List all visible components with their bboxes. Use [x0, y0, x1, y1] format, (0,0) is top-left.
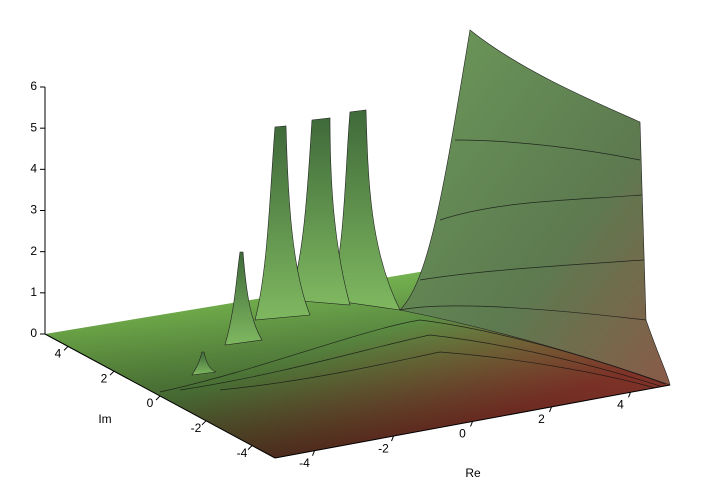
x-tick-label: -4	[299, 456, 310, 470]
y-tick-label: 2	[101, 371, 108, 385]
surface	[45, 29, 671, 458]
z-tick-label: 4	[30, 162, 37, 176]
y-tick	[155, 395, 161, 401]
x-axis-label: Re	[465, 466, 481, 480]
z-tick-label: 1	[30, 285, 37, 299]
x-tick	[312, 450, 315, 456]
z-tick-label: 3	[30, 203, 37, 217]
y-axis-label: Im	[98, 412, 111, 426]
z-tick-label: 2	[30, 244, 37, 258]
y-tick-label: -4	[237, 446, 248, 460]
x-tick	[391, 435, 394, 442]
y-tick-label: 0	[147, 396, 154, 410]
x-tick-label: -2	[378, 441, 389, 455]
z-tick-label: 6	[30, 79, 37, 93]
x-tick-label: 0	[459, 427, 466, 441]
y-tick	[201, 420, 207, 426]
z-tick-label: 0	[30, 326, 37, 340]
y-tick-label: -2	[191, 421, 202, 435]
z-tick-label: 5	[30, 120, 37, 134]
y-tick	[109, 370, 115, 376]
x-tick	[549, 406, 552, 413]
y-tick-label: 4	[55, 347, 62, 361]
x-tick-label: 4	[617, 397, 624, 411]
y-tick	[247, 445, 253, 450]
x-tick-label: 2	[538, 412, 545, 426]
x-tick	[628, 392, 631, 398]
x-tick	[470, 421, 473, 427]
y-tick	[63, 346, 69, 351]
